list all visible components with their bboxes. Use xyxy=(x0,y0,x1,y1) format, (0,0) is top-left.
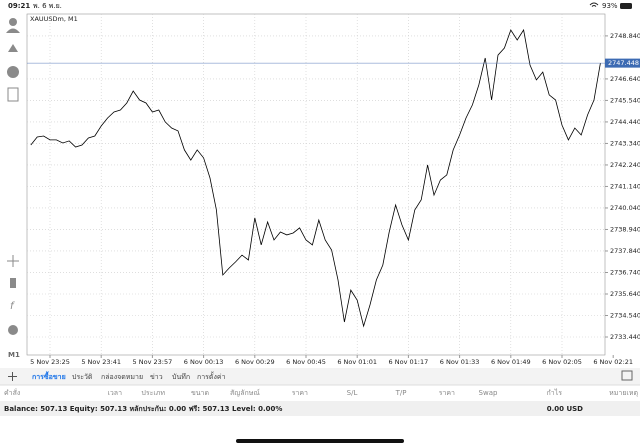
x-tick-label: 6 Nov 02:21 xyxy=(593,358,633,366)
x-tick-label: 6 Nov 01:17 xyxy=(389,358,429,366)
chart-title: XAUUSDm, M1 xyxy=(30,15,78,23)
icon-account[interactable] xyxy=(9,18,17,26)
column-header: S/L xyxy=(347,389,358,397)
home-indicator xyxy=(236,439,404,443)
column-header: ราคา xyxy=(292,389,308,397)
column-header: Swap xyxy=(479,389,498,397)
x-tick-label: 6 Nov 00:13 xyxy=(184,358,224,366)
icon-new[interactable] xyxy=(7,87,19,102)
x-tick-label: 6 Nov 02:05 xyxy=(542,358,582,366)
x-tick-label: 6 Nov 01:01 xyxy=(337,358,377,366)
account-profit: 0.00 USD xyxy=(547,405,583,413)
layout-button[interactable] xyxy=(621,370,633,381)
icon-objects[interactable] xyxy=(8,325,18,335)
tab[interactable]: การซื้อขาย xyxy=(32,370,66,381)
plot-frame xyxy=(26,13,606,356)
y-tick-label: 2743.340 xyxy=(610,139,640,147)
icon-chat[interactable] xyxy=(7,66,19,78)
timeframe[interactable]: M1 xyxy=(8,351,20,359)
tab[interactable]: การตั้งค่า xyxy=(197,370,226,381)
tab[interactable]: บันทึก xyxy=(172,372,190,381)
y-tick-label: 2735.640 xyxy=(610,290,640,298)
tab-bar xyxy=(0,368,640,385)
y-tick-label: 2733.440 xyxy=(610,333,640,341)
wifi-icon xyxy=(589,2,599,7)
icon-crosshair[interactable] xyxy=(7,255,19,267)
column-header: ขนาด xyxy=(191,389,209,397)
column-header: ประเภท xyxy=(141,389,165,397)
y-tick-label: 2741.140 xyxy=(610,182,640,190)
icon-trade[interactable] xyxy=(8,44,18,52)
y-tick-label: 2736.740 xyxy=(610,268,640,276)
price-line xyxy=(30,28,601,328)
y-tick-label: 2738.940 xyxy=(610,225,640,233)
status-battery: 93% xyxy=(602,2,618,10)
status-time: 09:21 xyxy=(8,2,30,10)
column-header: เวลา xyxy=(107,389,122,397)
y-tick-label: 2746.640 xyxy=(610,75,640,83)
icon-account-body xyxy=(6,28,20,33)
x-tick-label: 5 Nov 23:25 xyxy=(30,358,70,366)
tab[interactable]: ประวัติ xyxy=(72,373,93,381)
column-header: T/P xyxy=(395,389,407,397)
x-tick-label: 5 Nov 23:57 xyxy=(133,358,173,366)
column-header: คำสั่ง xyxy=(4,388,20,397)
y-tick-label: 2742.240 xyxy=(610,161,640,169)
column-header: หมายเหตุ xyxy=(609,389,638,397)
tab[interactable]: ข่าว xyxy=(150,373,163,381)
x-tick-label: 6 Nov 00:29 xyxy=(235,358,275,366)
current-price-box xyxy=(605,58,640,68)
y-tick-label: 2744.440 xyxy=(610,118,640,126)
tab[interactable]: กล่องจดหมาย xyxy=(101,373,143,381)
y-tick-label: 2745.540 xyxy=(610,96,640,104)
battery-icon xyxy=(620,3,632,9)
x-tick-label: 6 Nov 01:33 xyxy=(440,358,480,366)
balance-bar xyxy=(0,401,640,416)
x-tick-label: 6 Nov 00:45 xyxy=(286,358,326,366)
y-tick-label: 2740.040 xyxy=(610,204,640,212)
column-header: ราคา xyxy=(439,389,455,397)
y-tick-label: 2734.540 xyxy=(610,312,640,320)
column-header: กำไร xyxy=(547,388,563,397)
status-date: พ. 6 พ.ย. xyxy=(33,2,62,10)
icon-candles[interactable] xyxy=(10,278,16,288)
account-summary: Balance: 507.13 Equity: 507.13 หลักประกั… xyxy=(4,405,282,413)
y-tick-label: 2737.840 xyxy=(610,247,640,255)
add-button[interactable] xyxy=(8,372,17,381)
x-tick-label: 5 Nov 23:41 xyxy=(81,358,121,366)
current-price-label: 2747.448 xyxy=(608,59,639,67)
column-header: สัญลักษณ์ xyxy=(230,389,260,397)
icon-indicators[interactable]: f xyxy=(10,301,15,312)
x-tick-label: 6 Nov 01:49 xyxy=(491,358,531,366)
y-tick-label: 2748.840 xyxy=(610,32,640,40)
